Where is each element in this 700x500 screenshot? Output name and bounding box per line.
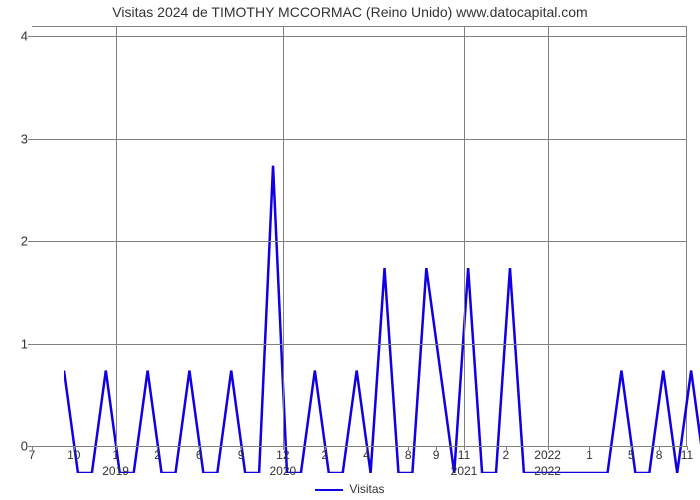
legend-label: Visitas bbox=[349, 482, 384, 496]
x-tick-label: 12 bbox=[276, 448, 289, 462]
legend: Visitas bbox=[0, 482, 700, 496]
x-year-label: 2020 bbox=[269, 464, 296, 478]
x-tick-label: 2 bbox=[154, 448, 161, 462]
chart-title: Visitas 2024 de TIMOTHY MCCORMAC (Reino … bbox=[0, 4, 700, 20]
x-tick-label: 9 bbox=[238, 448, 245, 462]
x-tick-mark bbox=[687, 446, 688, 450]
gridline-h bbox=[32, 36, 687, 37]
y-tick-label: 0 bbox=[8, 439, 28, 454]
x-tick-label: 4 bbox=[363, 448, 370, 462]
gridline-v bbox=[116, 26, 117, 446]
x-tick-label: 11 bbox=[681, 448, 693, 462]
x-tick-label: 5 bbox=[628, 448, 635, 462]
gridline-h bbox=[32, 446, 687, 447]
x-tick-label: 2 bbox=[321, 448, 328, 462]
x-year-label: 2019 bbox=[102, 464, 129, 478]
gridline-h bbox=[32, 241, 687, 242]
x-tick-label: 1 bbox=[586, 448, 593, 462]
y-tick-label: 1 bbox=[8, 336, 28, 351]
x-year-label: 2021 bbox=[451, 464, 478, 478]
x-tick-label: 8 bbox=[656, 448, 663, 462]
chart-container: Visitas 2024 de TIMOTHY MCCORMAC (Reino … bbox=[0, 0, 700, 500]
x-tick-label: 6 bbox=[196, 448, 203, 462]
gridline-v bbox=[464, 26, 465, 446]
x-tick-label: 2 bbox=[502, 448, 509, 462]
y-tick-label: 2 bbox=[8, 234, 28, 249]
x-year-label: 2022 bbox=[534, 464, 561, 478]
x-tick-label: 2022 bbox=[534, 448, 561, 462]
x-tick-label: 1 bbox=[112, 448, 119, 462]
x-tick-label: 8 bbox=[405, 448, 412, 462]
x-tick-label: 7 bbox=[29, 448, 36, 462]
y-tick-label: 4 bbox=[8, 29, 28, 44]
legend-swatch bbox=[315, 489, 343, 492]
x-tick-label: 11 bbox=[458, 448, 470, 462]
x-tick-label: 10 bbox=[67, 448, 80, 462]
gridline-h bbox=[32, 139, 687, 140]
gridline-v bbox=[548, 26, 549, 446]
y-tick-label: 3 bbox=[8, 131, 28, 146]
x-tick-label: 9 bbox=[433, 448, 440, 462]
line-series bbox=[64, 53, 700, 473]
gridline-v bbox=[283, 26, 284, 446]
gridline-h bbox=[32, 344, 687, 345]
plot-area bbox=[32, 26, 687, 446]
